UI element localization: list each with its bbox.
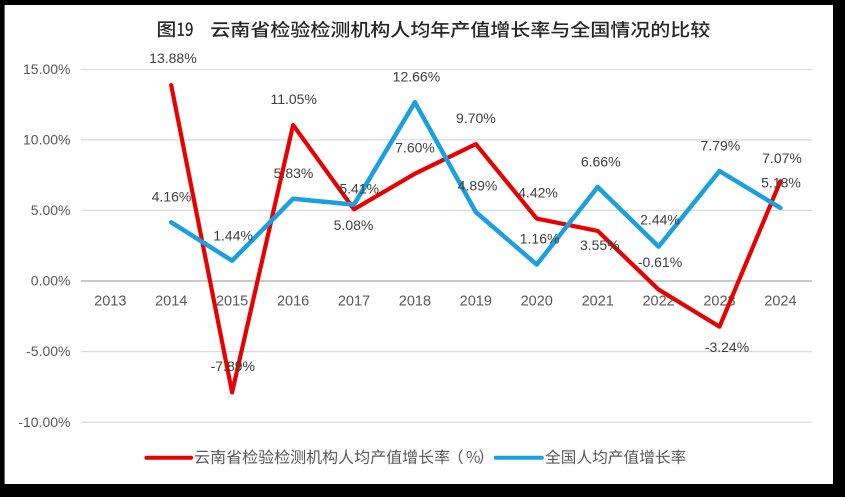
svg-text:3.55%: 3.55% <box>580 237 620 253</box>
svg-text:7.07%: 7.07% <box>762 150 802 166</box>
svg-text:5.83%: 5.83% <box>274 165 314 181</box>
svg-text:0.00%: 0.00% <box>31 273 71 289</box>
svg-text:5.00%: 5.00% <box>31 202 71 218</box>
svg-text:11.05%: 11.05% <box>270 91 316 107</box>
svg-text:4.89%: 4.89% <box>458 177 498 193</box>
svg-text:2013: 2013 <box>94 293 126 309</box>
svg-text:-5.00%: -5.00% <box>26 343 70 359</box>
svg-text:2019: 2019 <box>460 293 492 309</box>
svg-text:7.79%: 7.79% <box>701 138 741 154</box>
svg-text:2024: 2024 <box>764 293 796 309</box>
svg-text:7.60%: 7.60% <box>395 140 435 156</box>
svg-text:2014: 2014 <box>155 293 187 309</box>
svg-text:1.44%: 1.44% <box>213 228 253 244</box>
svg-text:5.41%: 5.41% <box>339 180 379 196</box>
svg-text:5.08%: 5.08% <box>334 217 374 233</box>
svg-text:-0.61%: -0.61% <box>638 254 682 270</box>
svg-text:12.66%: 12.66% <box>393 69 440 85</box>
svg-text:2022: 2022 <box>642 293 674 309</box>
svg-text:2016: 2016 <box>277 293 309 309</box>
svg-text:10.00%: 10.00% <box>23 132 70 148</box>
svg-text:1.16%: 1.16% <box>520 231 560 247</box>
svg-text:5.18%: 5.18% <box>761 175 801 191</box>
svg-text:2021: 2021 <box>582 293 614 309</box>
svg-text:-3.24%: -3.24% <box>705 339 749 355</box>
svg-text:15.00%: 15.00% <box>23 61 70 77</box>
svg-text:2017: 2017 <box>338 293 370 309</box>
svg-text:6.66%: 6.66% <box>581 154 621 170</box>
svg-text:2020: 2020 <box>521 293 553 309</box>
svg-text:-7.89%: -7.89% <box>211 358 255 374</box>
svg-text:2018: 2018 <box>399 293 431 309</box>
svg-text:4.16%: 4.16% <box>152 188 192 204</box>
svg-text:9.70%: 9.70% <box>456 110 496 126</box>
svg-text:13.88%: 13.88% <box>149 50 196 66</box>
svg-text:2.44%: 2.44% <box>640 212 680 228</box>
svg-text:-10.00%: -10.00% <box>18 414 70 430</box>
svg-text:2015: 2015 <box>216 293 248 309</box>
svg-text:4.42%: 4.42% <box>518 184 558 200</box>
